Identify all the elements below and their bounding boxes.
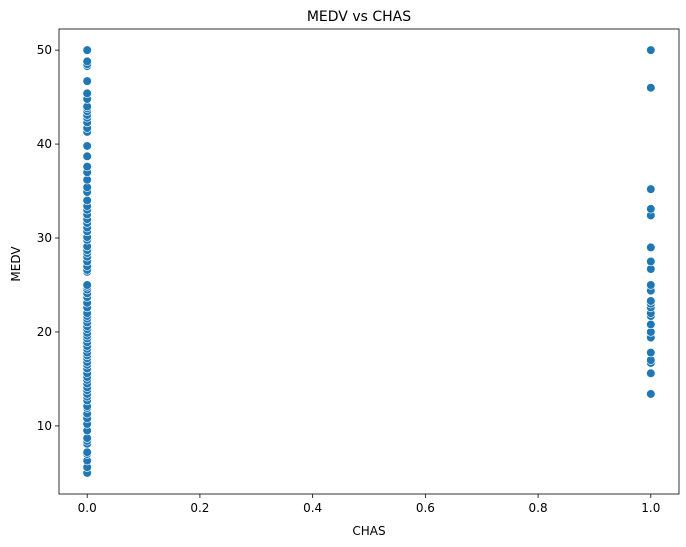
data-point (82, 195, 92, 206)
y-axis-label: MEDV (9, 246, 23, 282)
data-point (82, 447, 92, 457)
y-tick-label: 40 (37, 137, 52, 151)
y-axis: 10 20 30 40 50 (37, 43, 59, 433)
data-point (82, 162, 92, 172)
y-tick-label: 30 (37, 231, 52, 245)
data-point (646, 348, 656, 358)
data-point (646, 242, 656, 253)
chart-title: MEDV vs CHAS (307, 9, 411, 25)
data-point (82, 280, 92, 290)
data-point (646, 204, 656, 214)
data-point (646, 319, 656, 330)
data-points (82, 45, 656, 478)
x-tick-label: 0.2 (190, 501, 209, 515)
data-point (646, 184, 656, 194)
x-tick-label: 0.6 (416, 501, 435, 515)
data-point (82, 56, 92, 67)
y-tick-label: 20 (37, 325, 52, 339)
data-point (646, 256, 656, 267)
x-tick-label: 0.0 (78, 501, 97, 515)
data-point (82, 141, 92, 151)
data-point (82, 76, 92, 86)
data-point (646, 83, 656, 93)
x-axis: 0.0 0.2 0.4 0.6 0.8 1.0 (78, 494, 660, 515)
y-tick-label: 10 (37, 419, 52, 433)
data-point (646, 368, 656, 378)
data-point (646, 280, 656, 290)
data-point (82, 88, 92, 98)
plot-frame (58, 28, 680, 495)
data-point (646, 389, 656, 399)
x-axis-label: CHAS (352, 524, 385, 538)
data-point (82, 45, 92, 55)
data-point (646, 45, 656, 55)
x-tick-label: 0.4 (303, 501, 322, 515)
x-tick-label: 1.0 (641, 501, 660, 515)
y-tick-label: 50 (37, 43, 52, 57)
data-point (82, 151, 92, 161)
x-tick-label: 0.8 (529, 501, 548, 515)
data-point (646, 296, 656, 306)
